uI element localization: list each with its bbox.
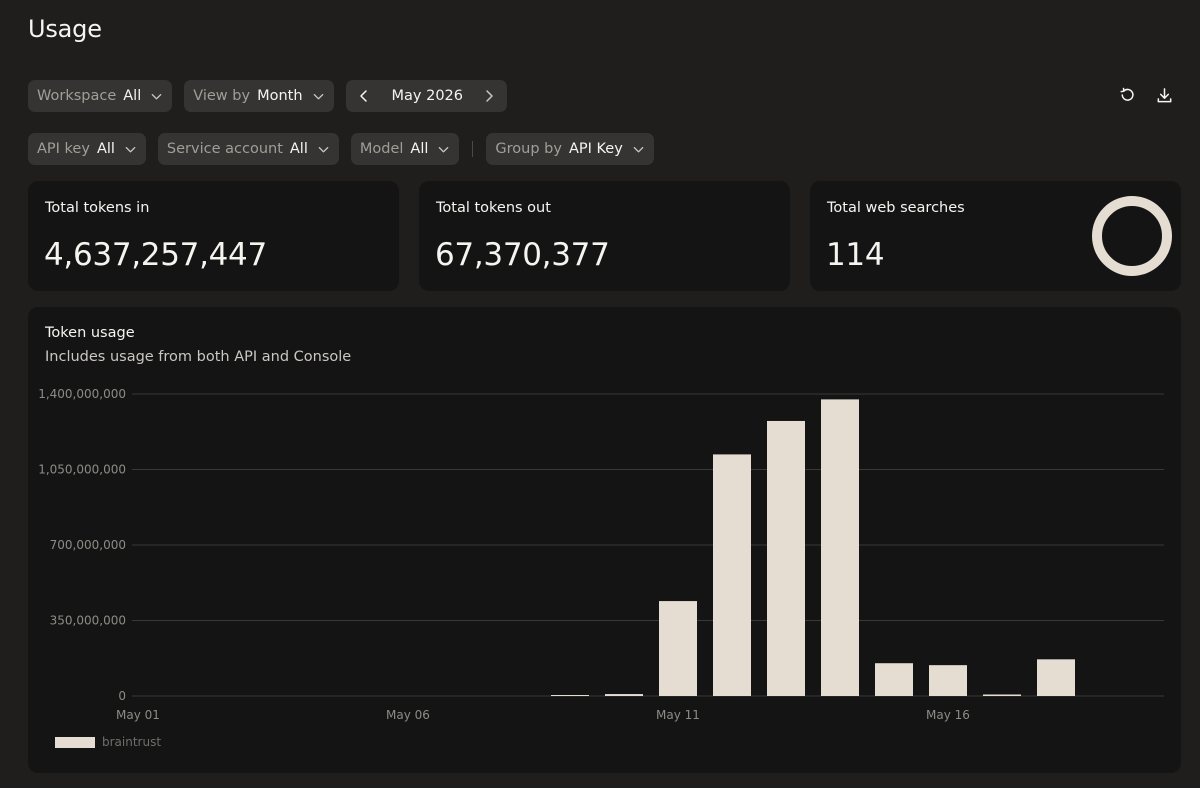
view-by-label: View by — [193, 88, 251, 104]
bar — [875, 663, 913, 696]
legend-label: braintrust — [102, 735, 162, 749]
refresh-icon[interactable] — [1118, 86, 1137, 105]
x-tick-label: May 11 — [656, 708, 700, 722]
chevron-down-icon — [632, 143, 645, 156]
stat-label: Total web searches — [827, 200, 965, 216]
chevron-down-icon — [150, 90, 163, 103]
service-account-value: All — [289, 141, 308, 157]
previous-month-button[interactable] — [354, 86, 374, 106]
month-value: May 2026 — [391, 88, 464, 104]
y-tick-label: 1,400,000,000 — [38, 387, 126, 401]
stat-card-tokens-out: Total tokens out 67,370,377 — [419, 181, 790, 291]
bar — [551, 695, 589, 696]
model-label: Model — [359, 141, 404, 157]
service-account-dropdown[interactable]: Service account All — [157, 133, 339, 165]
bar — [767, 420, 805, 696]
view-by-dropdown[interactable]: View by Month — [184, 80, 334, 112]
group-by-dropdown[interactable]: Group by API Key — [486, 133, 654, 165]
chevron-down-icon — [437, 143, 450, 156]
chevron-left-icon — [359, 90, 367, 102]
legend-swatch — [55, 736, 95, 748]
chart-legend: braintrust — [55, 735, 161, 749]
workspace-label: Workspace — [37, 88, 117, 104]
workspace-value: All — [123, 88, 142, 104]
api-key-label: API key — [37, 141, 90, 157]
stat-value: 114 — [826, 237, 885, 273]
api-key-value: All — [96, 141, 115, 157]
bar — [713, 454, 751, 696]
x-tick-label: May 06 — [386, 708, 430, 722]
y-tick-label: 0 — [118, 689, 126, 703]
filter-divider — [472, 141, 474, 157]
y-tick-label: 350,000,000 — [50, 614, 126, 628]
stat-value: 67,370,377 — [435, 237, 610, 273]
download-icon[interactable] — [1155, 86, 1174, 105]
api-key-dropdown[interactable]: API key All — [28, 133, 146, 165]
group-by-value: API Key — [568, 141, 623, 157]
stat-value: 4,637,257,447 — [44, 237, 267, 273]
next-month-button[interactable] — [479, 86, 499, 106]
y-tick-label: 700,000,000 — [50, 538, 126, 552]
filter-row-primary: Workspace All View by Month May 2026 — [28, 80, 508, 112]
token-usage-chart-card: Token usage Includes usage from both API… — [28, 307, 1181, 773]
chart-subtitle: Includes usage from both API and Console — [45, 349, 352, 365]
workspace-dropdown[interactable]: Workspace All — [28, 80, 173, 112]
chevron-down-icon — [124, 143, 137, 156]
group-by-label: Group by — [495, 141, 562, 157]
model-dropdown[interactable]: Model All — [350, 133, 460, 165]
bar — [821, 399, 859, 696]
token-usage-bar-chart: 1,400,000,000 1,050,000,000 700,000,000 350… — [38, 387, 1164, 722]
x-tick-label: May 16 — [926, 708, 970, 722]
bar — [929, 665, 967, 696]
filter-row-secondary: API key All Service account All Model Al… — [28, 133, 654, 165]
chevron-right-icon — [486, 90, 493, 102]
view-by-value: Month — [257, 88, 303, 104]
chevron-down-icon — [317, 143, 330, 156]
x-tick-label: May 01 — [116, 708, 160, 722]
stat-card-web-searches: Total web searches 114 — [810, 181, 1181, 291]
bar — [659, 601, 697, 696]
bar — [605, 694, 643, 696]
toolbar-actions — [1118, 86, 1174, 105]
chart-title: Token usage — [45, 325, 135, 341]
page-title: Usage — [28, 15, 102, 43]
y-tick-label: 1,050,000,000 — [38, 463, 126, 477]
month-selector: May 2026 — [345, 80, 508, 112]
stat-label: Total tokens in — [45, 200, 150, 216]
service-account-label: Service account — [166, 141, 283, 157]
stat-card-tokens-in: Total tokens in 4,637,257,447 — [28, 181, 399, 291]
bar — [983, 694, 1021, 696]
bar — [1037, 659, 1075, 696]
model-value: All — [410, 141, 429, 157]
web-searches-ring-chart — [1092, 196, 1172, 276]
stat-label: Total tokens out — [436, 200, 551, 216]
chevron-down-icon — [312, 90, 325, 103]
